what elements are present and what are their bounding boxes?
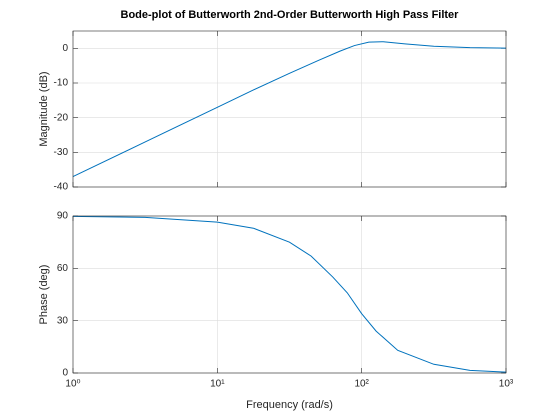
y-tick-label: -30	[54, 147, 69, 158]
x-tick-label: 10⁰	[65, 379, 80, 390]
x-tick-label: 10³	[499, 379, 514, 390]
plot-area	[73, 216, 506, 373]
y-tick-label: -20	[54, 112, 69, 123]
x-tick-label: 10¹	[210, 379, 225, 390]
y-tick-label: -10	[54, 78, 69, 89]
y-tick-label: -40	[54, 182, 69, 193]
y-tick-label: 0	[62, 43, 68, 54]
data-line	[72, 215, 507, 373]
y-axis-label: Magnitude (dB)	[38, 71, 50, 146]
data-line	[72, 41, 507, 178]
chart-title: Bode-plot of Butterworth 2nd-Order Butte…	[121, 9, 460, 21]
y-tick-label: 0	[62, 368, 68, 379]
y-tick-label: 30	[57, 315, 69, 326]
x-tick-label: 10²	[354, 379, 369, 390]
y-tick-label: 90	[57, 211, 69, 222]
y-tick-label: 60	[57, 263, 69, 274]
axes-box	[72, 215, 507, 374]
axes-box	[72, 30, 507, 188]
plot-area	[73, 31, 506, 187]
y-axis-label: Phase (deg)	[38, 265, 50, 325]
x-axis-label: Frequency (rad/s)	[246, 399, 333, 411]
